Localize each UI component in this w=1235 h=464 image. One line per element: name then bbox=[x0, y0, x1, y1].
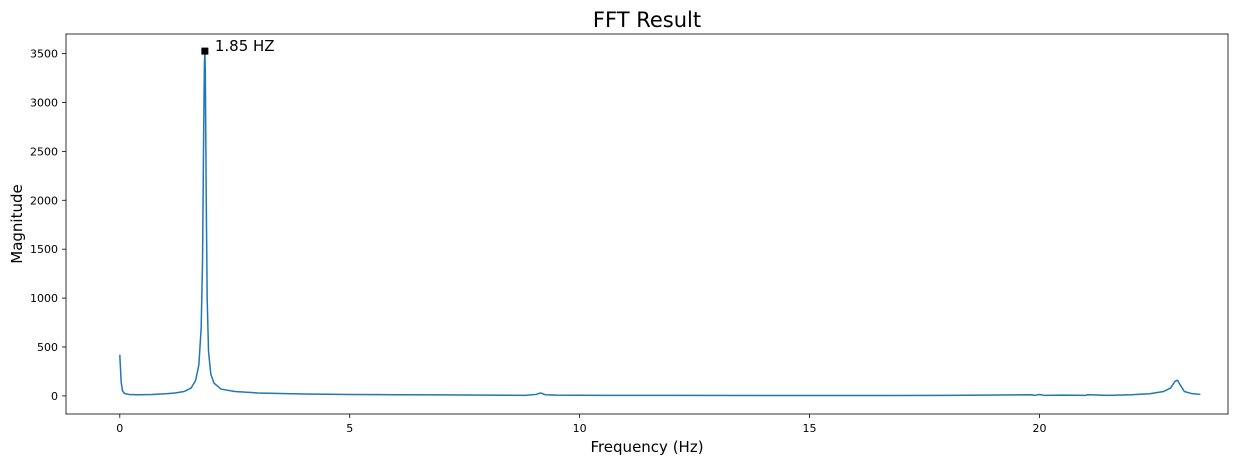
y-tick-label: 3000 bbox=[30, 96, 58, 109]
y-tick-label: 3500 bbox=[30, 48, 58, 61]
x-tick-label: 10 bbox=[573, 422, 587, 435]
y-axis-label: Magnitude bbox=[8, 184, 26, 263]
chart-title: FFT Result bbox=[593, 8, 701, 32]
peak-annotation-label: 1.85 HZ bbox=[215, 37, 275, 55]
plot-area-frame bbox=[65, 33, 1229, 415]
x-tick-label: 15 bbox=[803, 422, 817, 435]
x-tick-label: 5 bbox=[346, 422, 353, 435]
y-tick-label: 2000 bbox=[30, 194, 58, 207]
y-tick-label: 1500 bbox=[30, 243, 58, 256]
y-tick-label: 500 bbox=[37, 341, 58, 354]
x-tick-label: 20 bbox=[1032, 422, 1046, 435]
x-axis-label: Frequency (Hz) bbox=[590, 438, 703, 456]
x-tick-label: 0 bbox=[116, 422, 123, 435]
peak-marker bbox=[201, 47, 209, 55]
y-tick-label: 0 bbox=[51, 390, 58, 403]
y-axis: 0 500 1000 1500 2000 2500 3000 3500 bbox=[30, 48, 66, 403]
y-tick-label: 1000 bbox=[30, 292, 58, 305]
fft-magnitude-line bbox=[119, 50, 1201, 397]
x-axis: 0 5 10 15 20 bbox=[116, 414, 1046, 435]
y-tick-label: 2500 bbox=[30, 145, 58, 158]
